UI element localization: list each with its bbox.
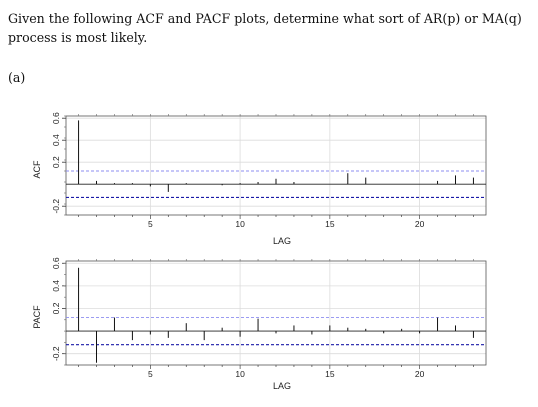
pacf-xtick-label: 15 xyxy=(325,369,335,379)
acf-xlabel: LAG xyxy=(273,236,291,246)
acf-xtick-label: 5 xyxy=(148,219,153,229)
pacf-xtick-label: 20 xyxy=(415,369,425,379)
pacf-ylabel: PACF xyxy=(32,305,42,329)
acf-ylabel: ACF xyxy=(32,160,42,179)
part-label: (a) xyxy=(8,70,26,85)
acf-ytick-label: -0.2 xyxy=(51,199,61,214)
acf-xtick-label: 20 xyxy=(415,219,425,229)
acf-ytick-label: 0.4 xyxy=(51,134,61,146)
pacf-xtick-label: 5 xyxy=(148,369,153,379)
question-text: Given the following ACF and PACF plots, … xyxy=(8,11,522,45)
acf-ytick-label: 0.2 xyxy=(51,156,61,168)
pacf-xtick-label: 10 xyxy=(235,369,245,379)
pacf-frame xyxy=(65,260,487,366)
pacf-xlabel: LAG xyxy=(273,381,291,391)
acf-xtick-label: 15 xyxy=(325,219,335,229)
acf-frame xyxy=(65,115,487,216)
acf-xtick-label: 10 xyxy=(235,219,245,229)
acf-ytick-label: 0.6 xyxy=(51,112,61,124)
pacf-ytick-label: 0.6 xyxy=(51,257,61,269)
pacf-ytick-label: 0.2 xyxy=(51,302,61,314)
pacf-ytick-label: -0.2 xyxy=(51,346,61,361)
pacf-ytick-label: 0.4 xyxy=(51,280,61,292)
